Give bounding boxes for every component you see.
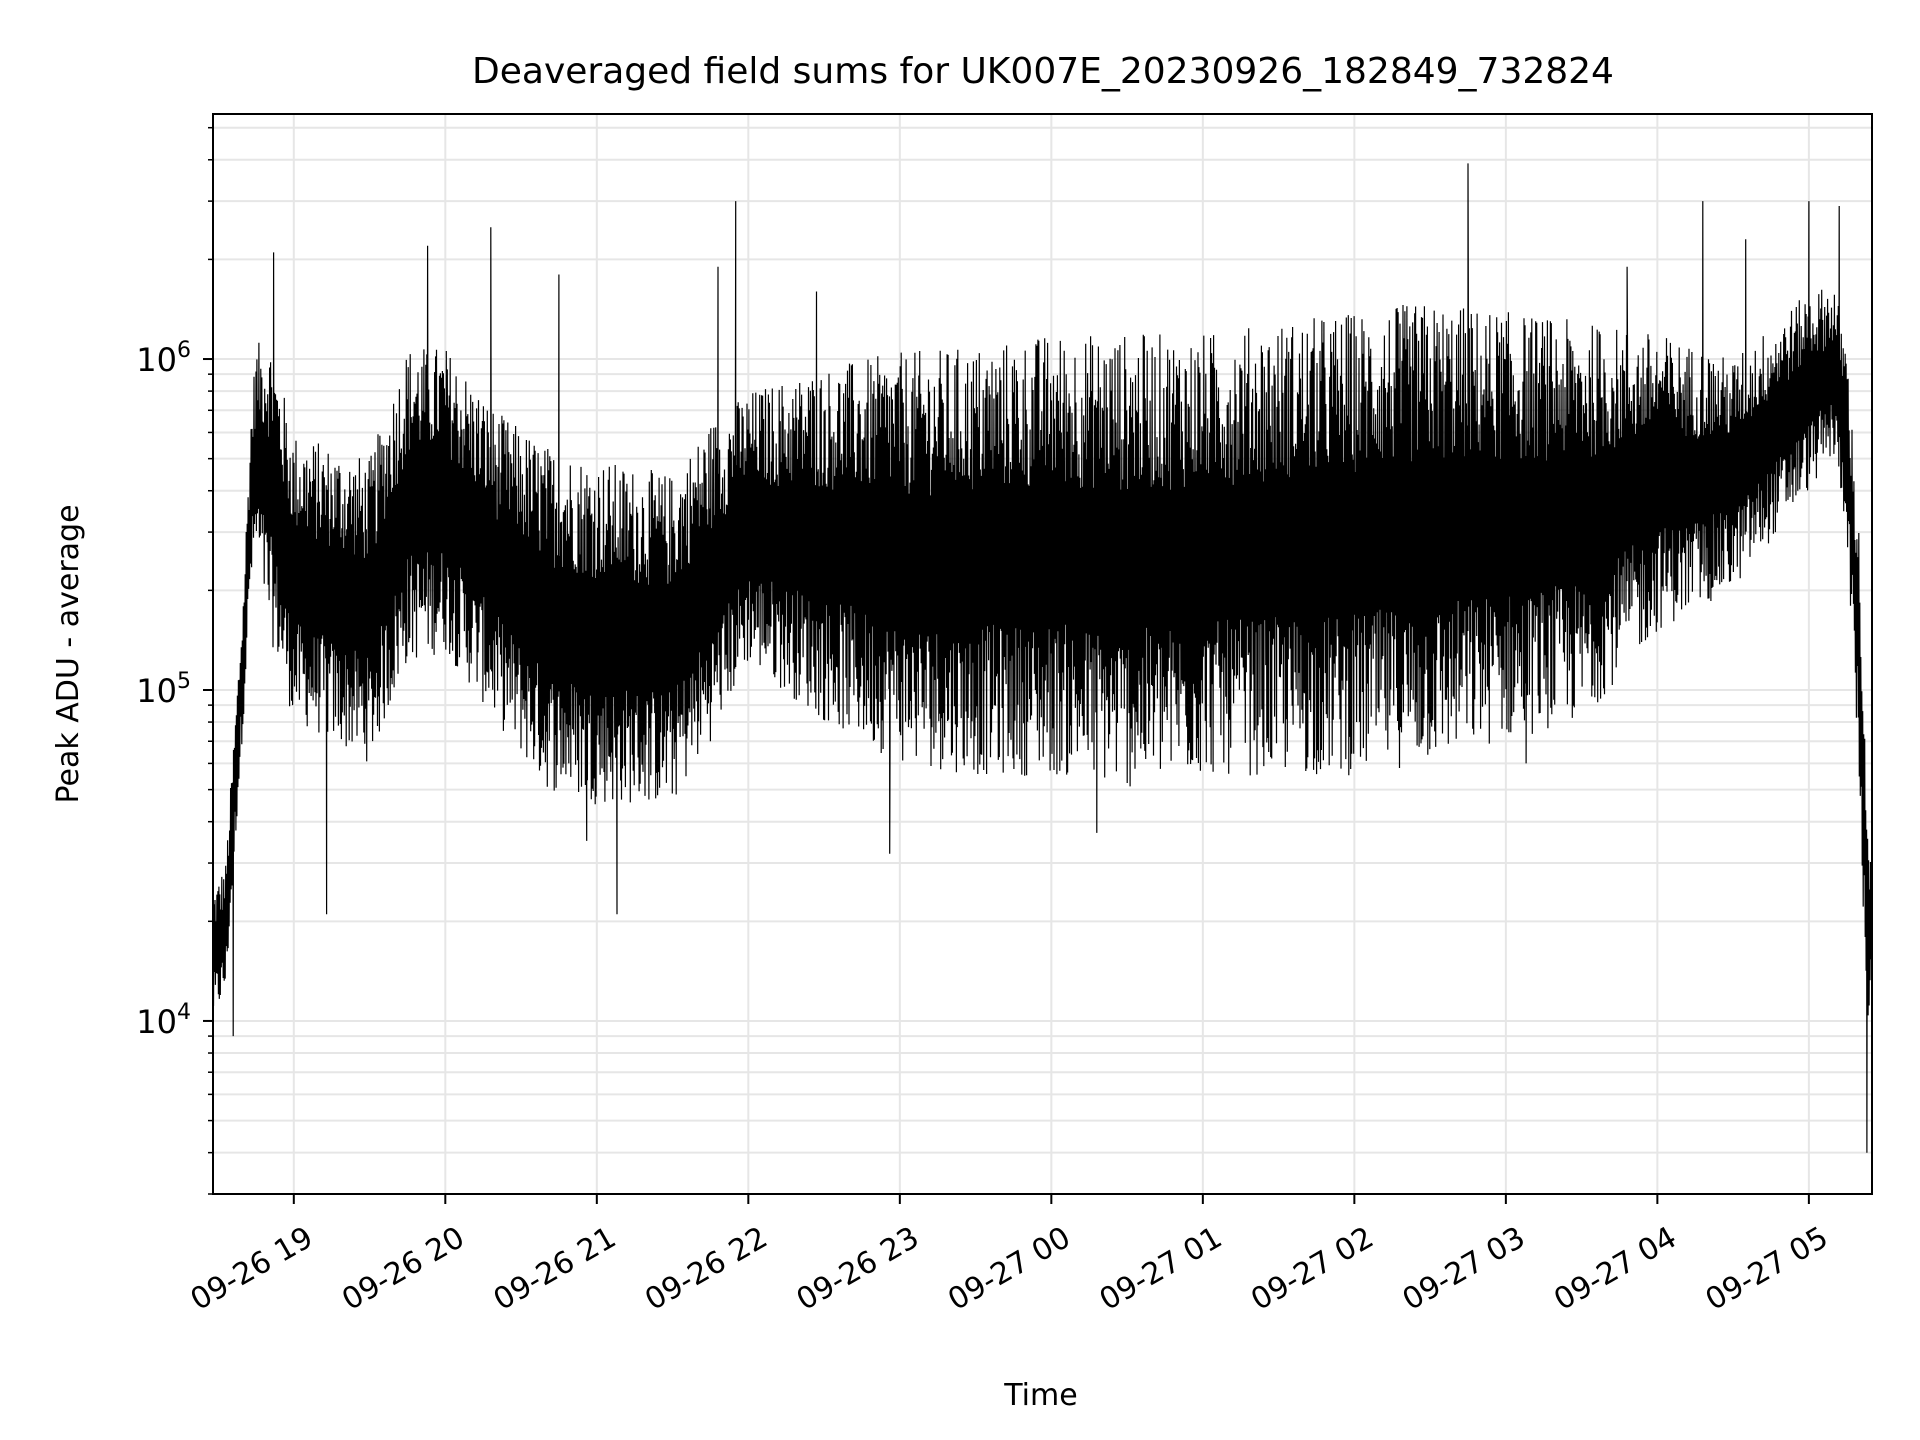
- x-axis-label: Time: [1003, 1378, 1077, 1413]
- y-tick-label: 106: [136, 338, 191, 379]
- y-tick-label-base: 10: [136, 672, 177, 710]
- y-tick-label-exponent: 4: [177, 1000, 191, 1025]
- series-path: [213, 163, 1872, 1153]
- series-line: [213, 163, 1872, 1153]
- axes-frame: [212, 113, 1873, 1195]
- chart-title: Deaveraged field sums for UK007E_2023092…: [472, 51, 1614, 92]
- y-tick-label-exponent: 6: [177, 338, 191, 363]
- y-tick-label-exponent: 5: [177, 669, 191, 694]
- y-tick-label: 105: [136, 669, 191, 710]
- y-axis-label: Peak ADU - average: [51, 504, 86, 803]
- y-tick-label: 104: [136, 1000, 191, 1041]
- y-tick-label-base: 10: [136, 341, 177, 379]
- y-tick-label-base: 10: [136, 1003, 177, 1041]
